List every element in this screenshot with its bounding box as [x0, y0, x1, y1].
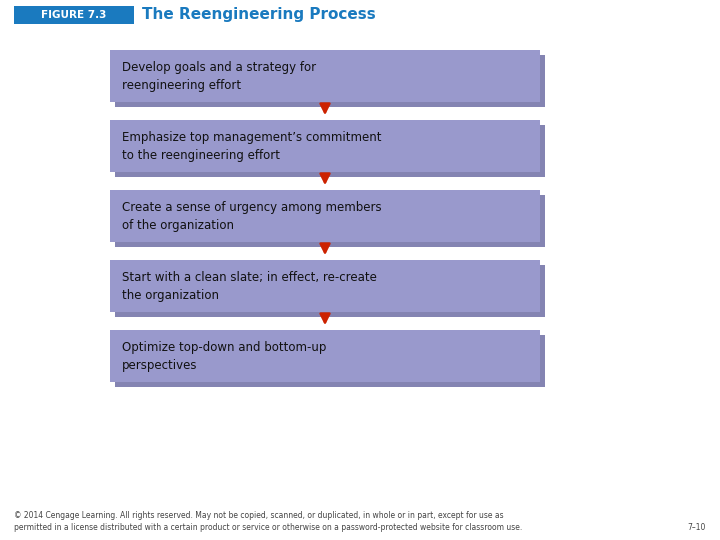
- FancyBboxPatch shape: [115, 265, 545, 317]
- FancyBboxPatch shape: [110, 120, 540, 172]
- FancyBboxPatch shape: [115, 195, 545, 247]
- FancyBboxPatch shape: [115, 125, 545, 177]
- Text: The Reengineering Process: The Reengineering Process: [142, 8, 376, 23]
- Text: 7–10: 7–10: [688, 523, 706, 532]
- FancyBboxPatch shape: [14, 6, 134, 24]
- Text: FIGURE 7.3: FIGURE 7.3: [41, 10, 107, 20]
- FancyBboxPatch shape: [110, 50, 540, 102]
- FancyBboxPatch shape: [110, 330, 540, 382]
- Text: Create a sense of urgency among members
of the organization: Create a sense of urgency among members …: [122, 200, 382, 232]
- Text: © 2014 Cengage Learning. All rights reserved. May not be copied, scanned, or dup: © 2014 Cengage Learning. All rights rese…: [14, 511, 522, 532]
- FancyBboxPatch shape: [110, 260, 540, 312]
- Text: Start with a clean slate; in effect, re-create
the organization: Start with a clean slate; in effect, re-…: [122, 271, 377, 301]
- FancyBboxPatch shape: [115, 55, 545, 107]
- FancyBboxPatch shape: [110, 190, 540, 242]
- Text: Develop goals and a strategy for
reengineering effort: Develop goals and a strategy for reengin…: [122, 60, 316, 91]
- FancyBboxPatch shape: [115, 335, 545, 387]
- Text: Optimize top-down and bottom-up
perspectives: Optimize top-down and bottom-up perspect…: [122, 341, 326, 372]
- Text: Emphasize top management’s commitment
to the reengineering effort: Emphasize top management’s commitment to…: [122, 131, 382, 161]
